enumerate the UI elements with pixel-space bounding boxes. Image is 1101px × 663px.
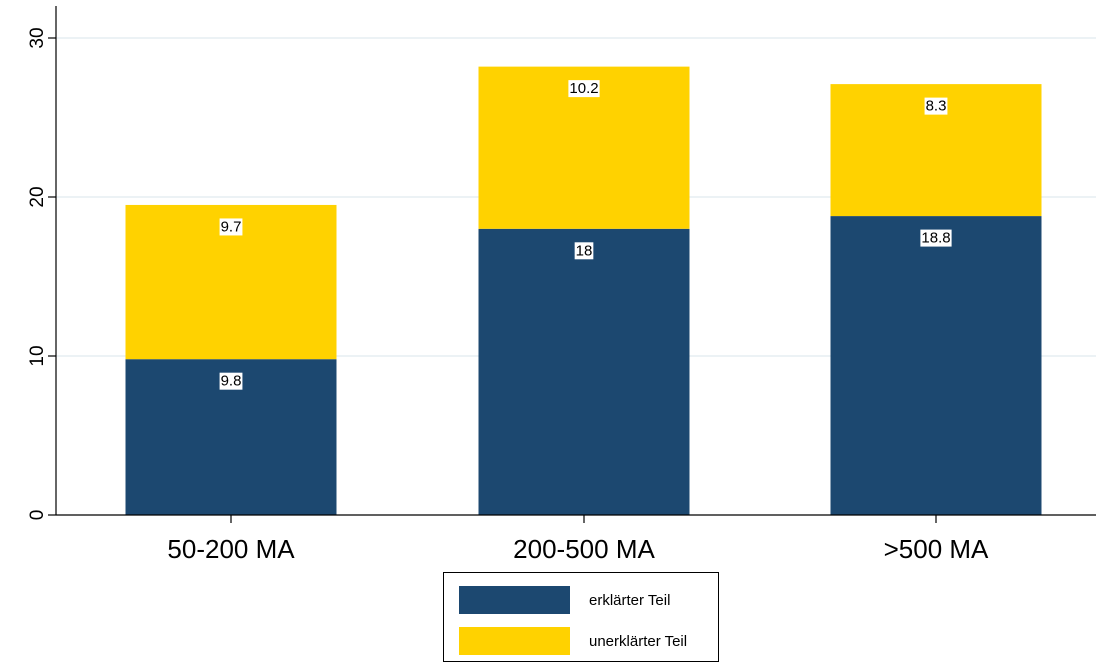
data-label-box bbox=[219, 218, 243, 236]
data-label-1-0: 9.7 bbox=[219, 218, 243, 236]
data-label-1-2: 8.3 bbox=[924, 97, 948, 115]
data-label-0-1: 18 bbox=[574, 242, 594, 260]
x-tick-label: >500 MA bbox=[884, 534, 989, 564]
data-label-text: 18 bbox=[576, 242, 593, 259]
legend: erklärter Teil unerklärter Teil bbox=[443, 572, 719, 662]
data-label-0-2: 18.8 bbox=[920, 229, 952, 247]
x-tick-label: 200-500 MA bbox=[513, 534, 655, 564]
y-tick-label: 20 bbox=[27, 186, 48, 207]
legend-item-explained: erklärter Teil bbox=[459, 586, 670, 614]
y-tick-label: 30 bbox=[27, 27, 48, 48]
data-labels: 9.8 9.7 18 10.2 18.8 8.3 bbox=[219, 80, 952, 390]
y-tick-label: 0 bbox=[27, 510, 48, 521]
legend-label-unexplained: unerklärter Teil bbox=[589, 632, 688, 650]
data-label-box bbox=[920, 229, 952, 247]
data-label-text: 9.8 bbox=[221, 373, 242, 390]
data-label-1-1: 10.2 bbox=[568, 80, 600, 98]
data-label-text: 9.7 bbox=[221, 218, 242, 235]
data-label-0-0: 9.8 bbox=[219, 372, 243, 390]
data-label-text: 8.3 bbox=[926, 98, 947, 115]
data-label-text: 10.2 bbox=[569, 80, 598, 97]
x-axis: 50-200 MA 200-500 MA >500 MA bbox=[56, 514, 1096, 564]
bars bbox=[125, 66, 1042, 516]
data-label-box bbox=[924, 97, 948, 115]
x-tick-label: 50-200 MA bbox=[167, 534, 295, 564]
legend-label-explained: erklärter Teil bbox=[589, 591, 671, 609]
legend-swatch-explained bbox=[459, 586, 570, 614]
bar-explained-2 bbox=[830, 216, 1042, 515]
bar-explained-1 bbox=[478, 228, 690, 516]
legend-item-unexplained: unerklärter Teil bbox=[459, 627, 687, 655]
data-label-box bbox=[574, 242, 594, 260]
y-tick-label: 10 bbox=[27, 345, 48, 366]
y-axis: 0 10 20 30 bbox=[27, 6, 57, 521]
legend-swatch-unexplained bbox=[459, 627, 570, 655]
data-label-box bbox=[219, 372, 243, 390]
data-label-box bbox=[568, 80, 600, 98]
data-label-text: 18.8 bbox=[921, 230, 950, 247]
